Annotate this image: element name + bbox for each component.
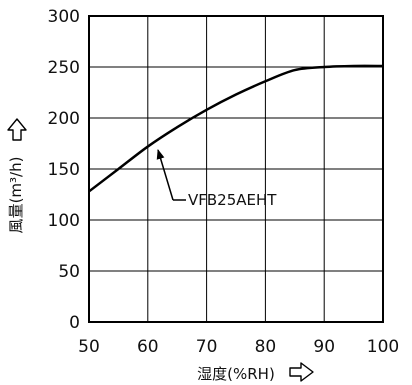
y-tick-label: 250 (48, 58, 80, 78)
y-axis-label: 風量(m³/h) (7, 157, 25, 234)
series-label-arrow (156, 149, 174, 201)
y-tick-label: 150 (48, 160, 80, 180)
x-tick-label: 60 (137, 337, 159, 357)
y-tick-label: 200 (48, 109, 80, 129)
x-tick-labels: 50 60 70 80 90 100 (78, 337, 399, 357)
x-tick-label: 90 (313, 337, 335, 357)
x-axis-label: 湿度(%RH) (197, 365, 275, 383)
grid-lines (88, 15, 384, 323)
y-axis-arrow-icon (7, 118, 27, 141)
y-tick-label: 50 (58, 262, 80, 282)
x-tick-label: 100 (367, 337, 399, 357)
y-tick-label: 0 (69, 313, 80, 333)
x-tick-label: 80 (255, 337, 277, 357)
series-line (88, 64, 384, 193)
x-axis-arrow-icon (289, 362, 314, 382)
x-tick-label: 70 (196, 337, 218, 357)
y-tick-labels: 0 50 100 150 200 250 300 (48, 7, 80, 333)
y-tick-label: 300 (48, 7, 80, 27)
series-label: VFB25AEHT (188, 191, 277, 209)
series-group (88, 64, 384, 193)
plot-frame (88, 15, 384, 323)
y-tick-label: 100 (48, 211, 80, 231)
x-tick-label: 50 (78, 337, 100, 357)
